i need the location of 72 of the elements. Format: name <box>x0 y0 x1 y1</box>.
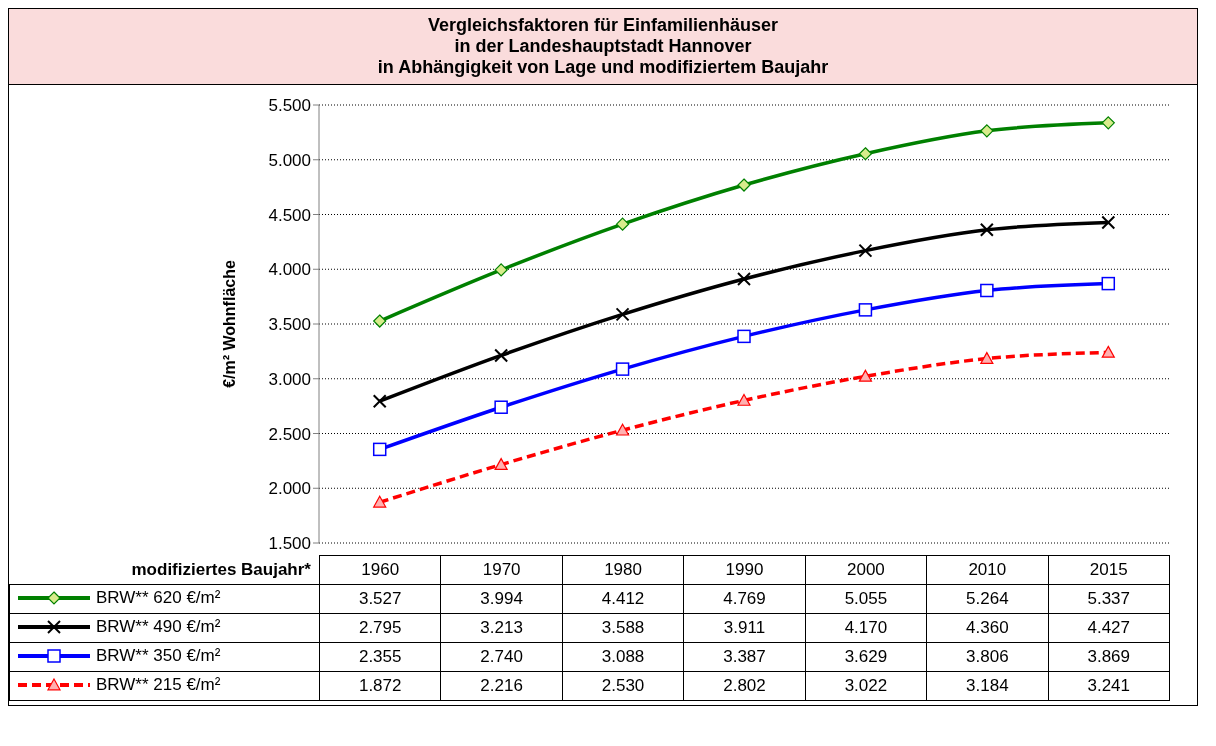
point <box>494 458 508 470</box>
point <box>373 314 387 328</box>
x-tick-label: 2015 <box>1048 555 1170 585</box>
point <box>494 263 508 277</box>
point <box>980 124 994 138</box>
point <box>737 329 751 344</box>
data-label: 3.387 <box>683 642 806 672</box>
point <box>373 495 387 508</box>
data-label: 4.412 <box>562 584 684 614</box>
data-label: 2.795 <box>319 613 441 643</box>
point <box>1101 276 1116 291</box>
legend-label: BRW** 350 €/m² <box>96 645 221 666</box>
y-tick-label: 3.500 <box>268 315 311 335</box>
y-tick-label: 5.000 <box>268 150 311 170</box>
point <box>494 400 508 414</box>
data-label: 5.264 <box>926 584 1049 614</box>
y-tick-label: 5.500 <box>268 96 311 116</box>
point <box>372 442 387 457</box>
legend-label: BRW** 620 €/m² <box>96 587 221 608</box>
y-tick-label: 4.500 <box>268 205 311 225</box>
data-label: 2.802 <box>683 671 806 701</box>
x-tick-label: 1970 <box>440 555 563 585</box>
data-label: 5.055 <box>805 584 927 614</box>
data-label: 2.216 <box>440 671 563 701</box>
data-label: 4.769 <box>683 584 806 614</box>
x-tick-label: 1960 <box>319 555 441 585</box>
legend-label: BRW** 215 €/m² <box>96 674 221 695</box>
data-label: 5.337 <box>1048 584 1170 614</box>
point <box>980 352 994 364</box>
data-label: 3.022 <box>805 671 927 701</box>
data-label: 3.241 <box>1048 671 1170 701</box>
data-label: 2.530 <box>562 671 684 701</box>
data-label: 2.740 <box>440 642 563 672</box>
y-tick-label: 3.000 <box>268 369 311 389</box>
data-label: 3.213 <box>440 613 563 643</box>
point <box>615 362 630 376</box>
y-tick-label: 4.000 <box>268 260 311 280</box>
point <box>615 217 630 231</box>
point <box>858 147 873 161</box>
point <box>980 283 994 298</box>
data-label: 4.170 <box>805 613 927 643</box>
data-label: 3.588 <box>562 613 684 643</box>
y-axis-title: €/m² Wohnfläche <box>221 260 238 388</box>
legend-label: BRW** 490 €/m² <box>96 616 221 637</box>
data-label: 4.427 <box>1048 613 1170 643</box>
data-label: 3.806 <box>926 642 1049 672</box>
x-tick-label: 2000 <box>805 555 927 585</box>
point <box>737 178 751 192</box>
data-label: 3.911 <box>683 613 806 643</box>
point <box>1101 345 1115 358</box>
point <box>737 393 751 406</box>
point <box>858 303 873 317</box>
data-label: 3.184 <box>926 671 1049 701</box>
x-tick-label: 1980 <box>562 555 684 585</box>
x-tick-label: 2010 <box>926 555 1049 585</box>
chart-title: Vergleichsfaktoren für Einfamilienhäuser in der Landeshauptstadt Hannover in Abhängigkeit von Lage und modifiziertem Baujahr <box>9 9 1197 85</box>
x-axis-title: modifiziertes Baujahr* <box>130 558 312 581</box>
point <box>615 423 630 436</box>
data-label: 3.088 <box>562 642 684 672</box>
x-tick-label: 1990 <box>683 555 806 585</box>
y-tick-label: 2.500 <box>268 424 311 444</box>
data-label: 2.355 <box>319 642 441 672</box>
point <box>858 369 873 382</box>
data-label: 3.527 <box>319 584 441 614</box>
data-label: 3.629 <box>805 642 927 672</box>
y-tick-label: 2.000 <box>268 479 311 499</box>
data-label: 1.872 <box>319 671 441 701</box>
data-label: 4.360 <box>926 613 1049 643</box>
data-label: 3.994 <box>440 584 563 614</box>
point <box>1101 116 1115 130</box>
y-tick-label: 1.500 <box>268 534 311 554</box>
data-label: 3.869 <box>1048 642 1170 672</box>
